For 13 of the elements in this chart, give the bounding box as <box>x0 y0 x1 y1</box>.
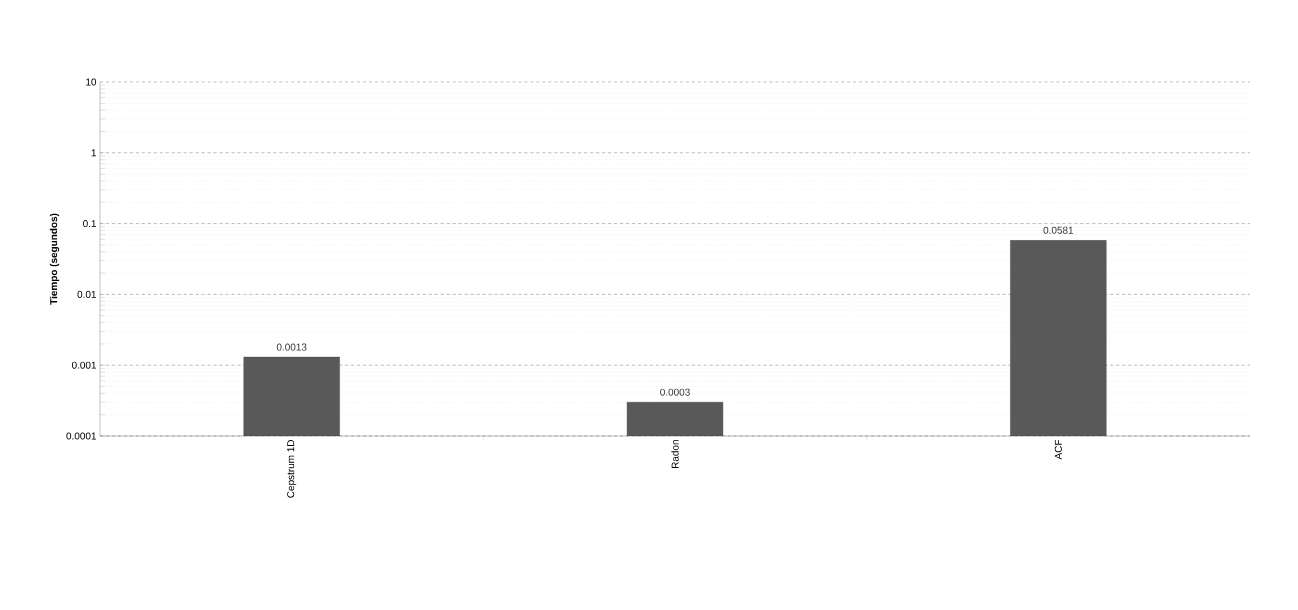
y-tick-label: 0.1 <box>83 220 97 228</box>
data-label: 0.0581 <box>1043 226 1074 234</box>
y-tick-label: 10 <box>86 78 97 86</box>
y-tick-label: 1 <box>91 149 97 157</box>
x-tick-label: Cepstrum 1D <box>287 440 297 498</box>
y-tick-label: 0.01 <box>77 290 97 298</box>
data-label: 0.0013 <box>276 343 307 351</box>
y-axis-title: Tiempo (segundos) <box>49 213 60 305</box>
x-tick-label: ACF <box>1054 439 1062 460</box>
data-label: 0.0003 <box>660 388 690 396</box>
x-tick-label: Radon <box>671 440 679 469</box>
y-tick-label: 0.0001 <box>66 432 97 440</box>
y-tick-label: 0.001 <box>71 361 97 369</box>
